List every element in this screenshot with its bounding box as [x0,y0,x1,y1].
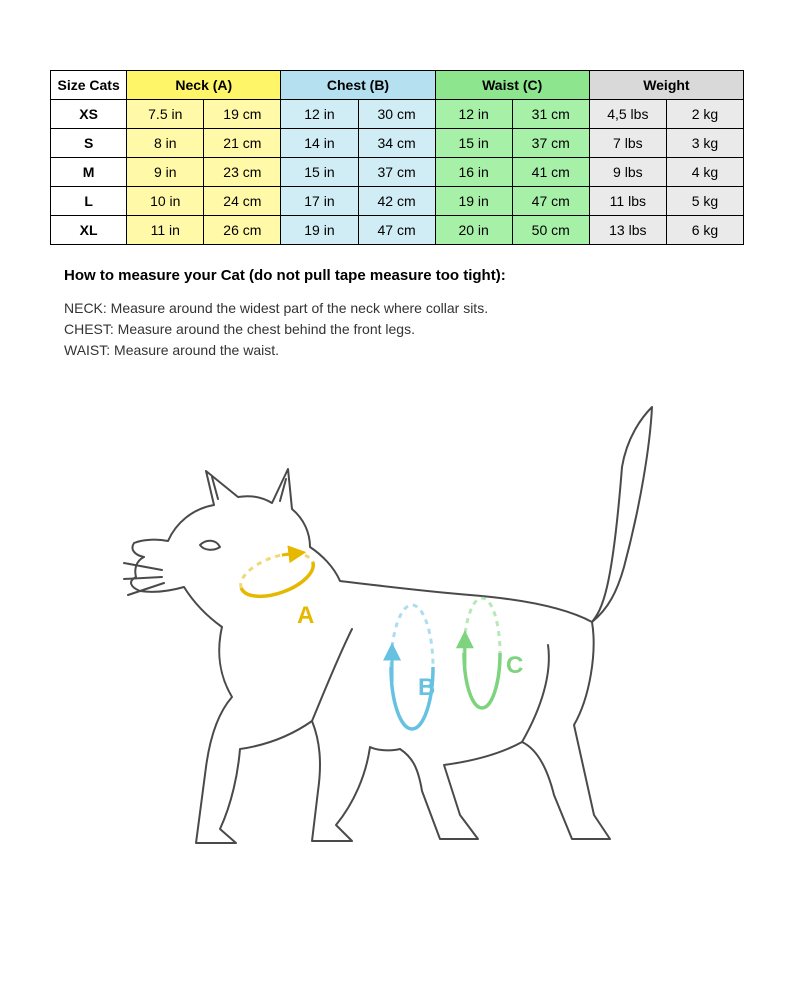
table-cell: 42 cm [358,187,435,216]
measurement-rings: A B C [235,545,523,729]
cat-outline [124,407,652,843]
table-cell: 13 lbs [589,216,666,245]
ring-b [391,605,433,729]
table-cell: M [51,158,127,187]
table-cell: 8 in [127,129,204,158]
ring-label-b: B [418,674,435,701]
table-cell: 14 in [281,129,358,158]
header-size: Size Cats [51,71,127,100]
table-cell: 6 kg [666,216,743,245]
table-cell: 2 kg [666,100,743,129]
table-cell: 31 cm [512,100,589,129]
table-cell: 11 lbs [589,187,666,216]
table-cell: 50 cm [512,216,589,245]
table-cell: 30 cm [358,100,435,129]
table-cell: 15 in [435,129,512,158]
table-cell: 15 in [281,158,358,187]
table-cell: 19 cm [204,100,281,129]
cat-diagram: A B C [50,397,744,882]
table-cell: 7 lbs [589,129,666,158]
table-row: S8 in21 cm14 in34 cm15 in37 cm7 lbs3 kg [51,129,744,158]
table-cell: 20 in [435,216,512,245]
table-cell: 47 cm [512,187,589,216]
table-cell: 16 in [435,158,512,187]
table-header-row: Size Cats Neck (A) Chest (B) Waist (C) W… [51,71,744,100]
table-cell: 41 cm [512,158,589,187]
table-cell: XS [51,100,127,129]
table-cell: 26 cm [204,216,281,245]
ring-label-c: C [506,652,523,679]
size-chart-table: Size Cats Neck (A) Chest (B) Waist (C) W… [50,70,744,245]
table-cell: L [51,187,127,216]
table-cell: 10 in [127,187,204,216]
table-cell: 34 cm [358,129,435,158]
table-cell: 12 in [435,100,512,129]
table-cell: 24 cm [204,187,281,216]
table-cell: 9 lbs [589,158,666,187]
cat-svg: A B C [122,397,742,877]
header-neck: Neck (A) [127,71,281,100]
header-waist: Waist (C) [435,71,589,100]
table-row: L10 in24 cm17 in42 cm19 in47 cm11 lbs5 k… [51,187,744,216]
table-cell: 12 in [281,100,358,129]
header-chest: Chest (B) [281,71,435,100]
table-cell: XL [51,216,127,245]
ring-c [464,598,500,708]
ring-a [235,545,319,605]
table-cell: 4 kg [666,158,743,187]
table-cell: 37 cm [512,129,589,158]
table-cell: 47 cm [358,216,435,245]
table-cell: 21 cm [204,129,281,158]
instructions-chest: CHEST: Measure around the chest behind t… [64,319,730,340]
table-cell: S [51,129,127,158]
instructions-neck: NECK: Measure around the widest part of … [64,298,730,319]
table-row: XL11 in26 cm19 in47 cm20 in50 cm13 lbs6 … [51,216,744,245]
table-cell: 3 kg [666,129,743,158]
table-row: M9 in23 cm15 in37 cm16 in41 cm9 lbs4 kg [51,158,744,187]
table-cell: 5 kg [666,187,743,216]
table-cell: 7.5 in [127,100,204,129]
header-weight: Weight [589,71,743,100]
table-row: XS7.5 in19 cm12 in30 cm12 in31 cm4,5 lbs… [51,100,744,129]
size-table-body: XS7.5 in19 cm12 in30 cm12 in31 cm4,5 lbs… [51,100,744,245]
table-cell: 23 cm [204,158,281,187]
ring-label-a: A [297,602,314,629]
table-cell: 9 in [127,158,204,187]
table-cell: 19 in [281,216,358,245]
instructions-title: How to measure your Cat (do not pull tap… [64,267,730,284]
table-cell: 19 in [435,187,512,216]
table-cell: 17 in [281,187,358,216]
table-cell: 11 in [127,216,204,245]
instructions-block: How to measure your Cat (do not pull tap… [50,245,744,361]
table-cell: 37 cm [358,158,435,187]
instructions-waist: WAIST: Measure around the waist. [64,340,730,361]
table-cell: 4,5 lbs [589,100,666,129]
